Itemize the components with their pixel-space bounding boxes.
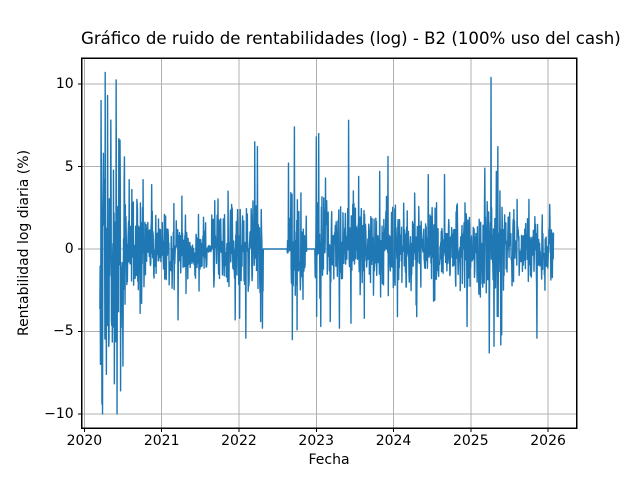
data-line <box>99 71 555 415</box>
x-tick-label: 2022 <box>221 433 257 449</box>
x-tick-label: 2021 <box>143 433 180 449</box>
y-tick-label: 5 <box>64 158 74 175</box>
y-tick-label: 0 <box>64 240 74 257</box>
x-tick-label: 2024 <box>375 433 412 449</box>
y-tick-label: 10 <box>55 76 74 93</box>
x-tick-label: 2025 <box>452 433 489 449</box>
x-axis-label: Fecha <box>308 452 350 468</box>
x-tick-label: 2020 <box>66 433 103 449</box>
tick-marks <box>78 83 549 432</box>
x-tick-label: 2023 <box>298 433 335 449</box>
plot-border <box>81 57 578 429</box>
chart-title: Gráfico de ruido de rentabilidades (log)… <box>81 29 621 48</box>
y-axis-label: Rentabilidad log diaria (%) <box>16 149 32 337</box>
x-tick-label: 2026 <box>530 433 566 449</box>
y-tick-label: −5 <box>53 323 74 340</box>
y-tick-label: −10 <box>44 405 74 422</box>
